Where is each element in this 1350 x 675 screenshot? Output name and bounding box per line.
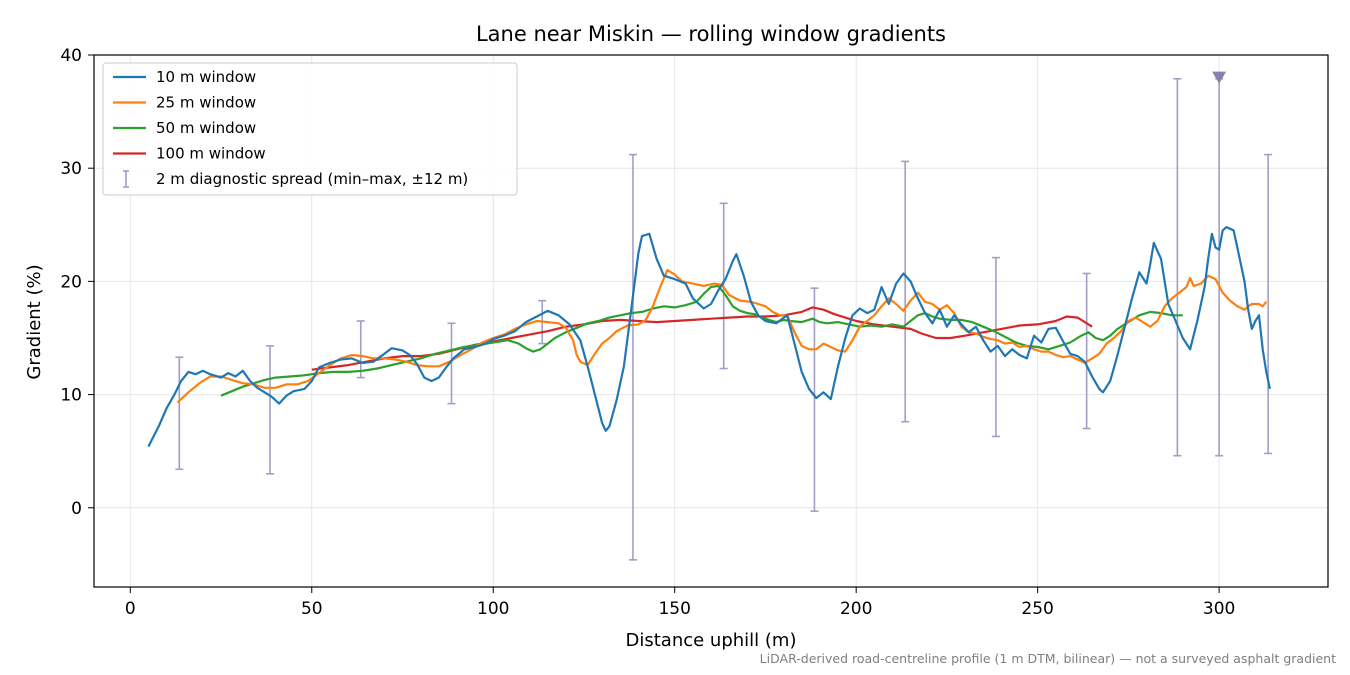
y-tick-label: 30 <box>60 159 82 179</box>
error-bar <box>1173 77 1182 457</box>
x-tick-label: 250 <box>1021 599 1053 619</box>
error-bar <box>356 320 365 379</box>
legend-item: 100 m window <box>113 145 266 163</box>
plot-frame <box>93 54 1329 588</box>
error-bar <box>1264 153 1273 455</box>
peak-marker-group <box>1212 71 1227 84</box>
x-tick-label: 150 <box>658 599 690 619</box>
error-bar <box>266 345 275 475</box>
y-tick-label: 40 <box>60 46 82 66</box>
legend-item: 10 m window <box>113 68 256 86</box>
legend-label: 10 m window <box>156 68 256 86</box>
error-bar <box>447 322 456 405</box>
legend-box <box>102 62 518 196</box>
legend: 10 m window 25 m window 50 m window 100 m w… <box>102 62 518 196</box>
series-line-10-m-window <box>147 226 1271 448</box>
legend-label: 25 m window <box>156 94 256 112</box>
x-tick-label: 300 <box>1203 599 1235 619</box>
legend-item: 50 m window <box>113 119 256 137</box>
x-axis-label: Distance uphill (m) <box>626 630 797 651</box>
error-bar <box>1082 272 1091 430</box>
error-bar <box>175 356 184 471</box>
y-tick-label: 20 <box>60 272 82 292</box>
legend-label: 50 m window <box>156 119 256 137</box>
x-axis: 0 50 100 150 200 250 300 <box>125 587 1235 619</box>
y-tick-label: 0 <box>71 499 82 519</box>
x-tick-label: 100 <box>477 599 509 619</box>
legend-label: 100 m window <box>156 145 266 163</box>
legend-label: 2 m diagnostic spread (min–max, ±12 m) <box>156 170 468 188</box>
y-tick-label: 10 <box>60 386 82 406</box>
peak-marker <box>1212 71 1227 84</box>
chart-title: Lane near Miskin — rolling window gradie… <box>476 22 946 46</box>
error-bar <box>810 287 819 512</box>
error-bar <box>628 153 637 561</box>
footnote: LiDAR-derived road-centreline profile (1… <box>759 651 1336 666</box>
y-axis: 0 10 20 30 40 <box>60 46 94 519</box>
legend-item: 25 m window <box>113 94 256 112</box>
series-group <box>147 226 1271 448</box>
legend-item: 2 m diagnostic spread (min–max, ±12 m) <box>123 170 468 188</box>
x-tick-label: 50 <box>301 599 323 619</box>
x-tick-label: 200 <box>840 599 872 619</box>
x-tick-label: 0 <box>125 599 136 619</box>
y-axis-label: Gradient (%) <box>24 264 45 379</box>
error-bar <box>901 160 910 423</box>
series-line-50-m-window <box>220 284 1183 397</box>
